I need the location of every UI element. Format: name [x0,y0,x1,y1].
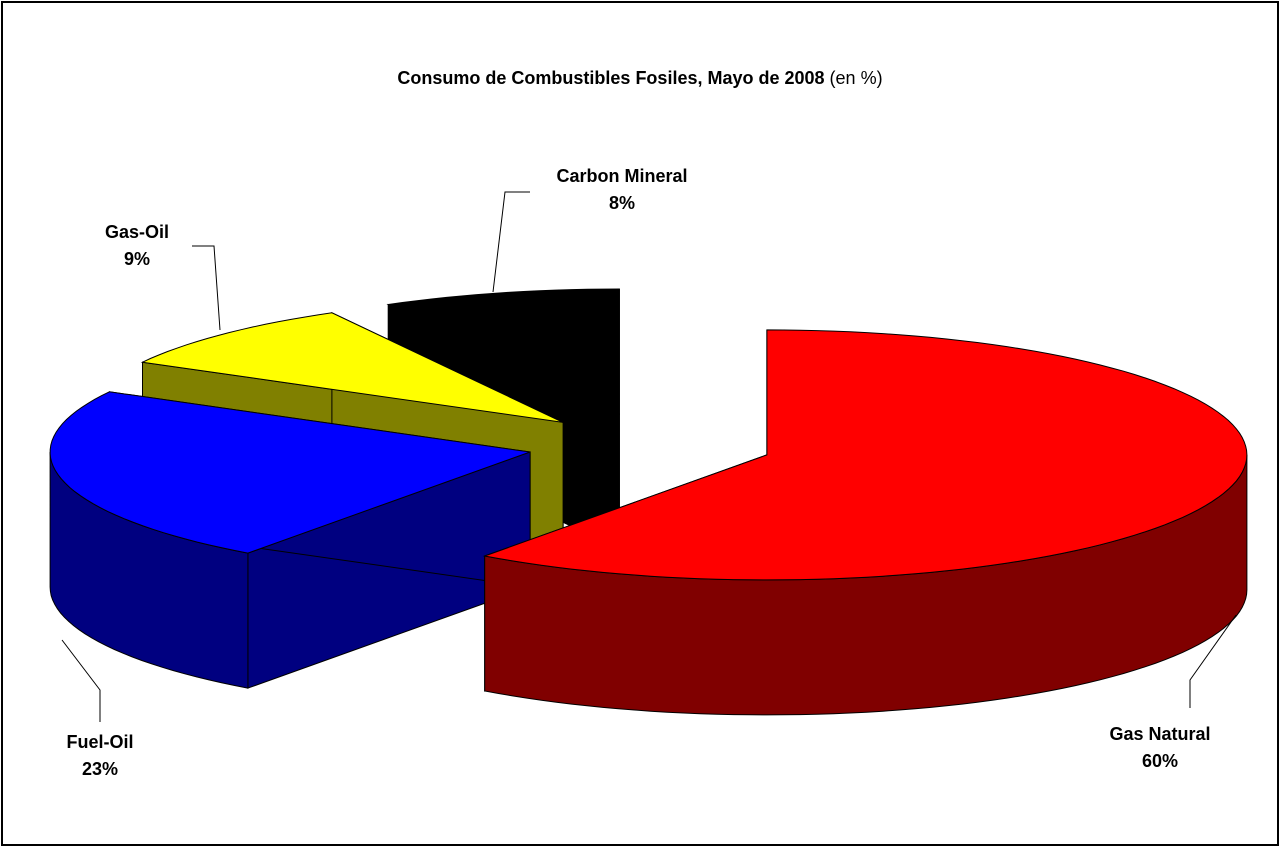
slice-top [140,312,564,423]
data-label-name: Fuel-Oil [67,732,134,752]
chart-title: Consumo de Combustibles Fosiles, Mayo de… [397,68,824,88]
chart-subtitle: (en %) [830,68,883,88]
data-label-value: 60% [1142,751,1178,771]
data-label-value: 8% [609,193,635,213]
data-label-value: 9% [124,249,150,269]
leader-line [492,191,530,293]
data-label-name: Carbon Mineral [556,166,687,186]
data-label-name: Gas Natural [1109,724,1210,744]
slice-top [386,288,620,415]
chart-title-text: Consumo de Combustibles Fosiles, Mayo de… [397,68,882,88]
leader-line [61,639,101,722]
data-label-name: Gas-Oil [105,222,169,242]
slice-top [482,329,1248,581]
leader-line [192,245,221,331]
slice-top [49,391,531,554]
leader-line [1189,614,1237,708]
data-label-value: 23% [82,759,118,779]
